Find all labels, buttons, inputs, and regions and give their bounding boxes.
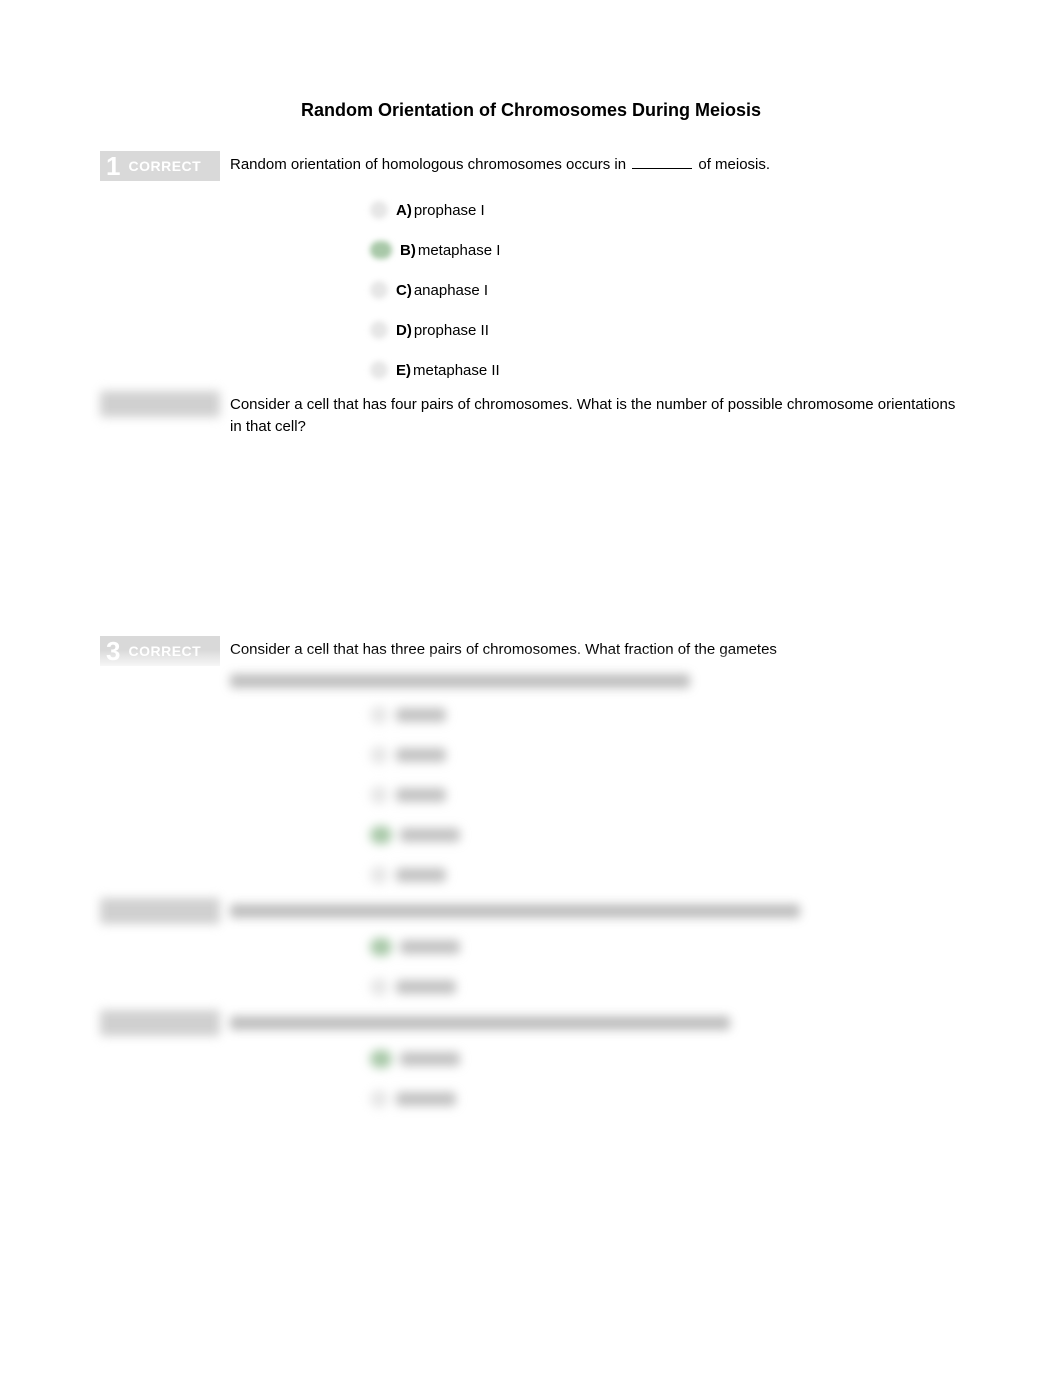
blank-fill [632, 168, 692, 169]
option-letter: E) [396, 362, 411, 379]
radio-icon [370, 201, 388, 219]
option-c[interactable]: C) anaphase I [370, 281, 962, 299]
question-text: Random orientation of homologous chromos… [230, 151, 770, 176]
status-badge-blurred [100, 898, 220, 924]
status-text: CORRECT [128, 643, 201, 659]
status-badge-blurred [100, 1010, 220, 1036]
radio-icon [370, 281, 388, 299]
question-4-blurred [100, 898, 962, 924]
blurred-option [370, 1050, 962, 1068]
q1-text-before: Random orientation of homologous chromos… [230, 156, 630, 173]
option-d[interactable]: D) prophase II [370, 321, 962, 339]
blurred-text-line [230, 674, 690, 688]
radio-icon-selected [370, 938, 392, 956]
radio-icon [370, 746, 388, 764]
q4-options-blurred [370, 938, 962, 996]
blurred-option [370, 786, 962, 804]
question-5-blurred [100, 1010, 962, 1036]
blurred-text-line [230, 1016, 730, 1030]
question-text: Consider a cell that has four pairs of c… [230, 391, 962, 438]
option-letter: D) [396, 322, 412, 339]
blurred-option [370, 746, 962, 764]
question-number: 3 [106, 638, 120, 664]
radio-icon-selected [370, 826, 392, 844]
radio-icon [370, 1090, 388, 1108]
option-letter: C) [396, 282, 412, 299]
q1-options: A) prophase I B) metaphase I C) anaphase… [370, 201, 962, 379]
radio-icon [370, 321, 388, 339]
radio-icon [370, 978, 388, 996]
option-text: prophase II [414, 322, 489, 339]
blurred-text [396, 1092, 456, 1106]
radio-icon-selected [370, 1050, 392, 1068]
status-badge-blurred [100, 391, 220, 417]
option-a[interactable]: A) prophase I [370, 201, 962, 219]
option-letter: A) [396, 202, 412, 219]
question-3: 3 CORRECT Consider a cell that has three… [100, 636, 962, 666]
blurred-text [396, 980, 456, 994]
question-1: 1 CORRECT Random orientation of homologo… [100, 151, 962, 181]
blurred-option [370, 706, 962, 724]
blurred-text [396, 788, 446, 802]
page-title: Random Orientation of Chromosomes During… [100, 100, 962, 121]
blurred-text-line [230, 904, 800, 918]
status-badge: 3 CORRECT [100, 636, 220, 666]
blurred-option [370, 978, 962, 996]
q1-text-after: of meiosis. [694, 156, 770, 173]
radio-icon [370, 866, 388, 884]
question-number: 1 [106, 153, 120, 179]
radio-icon [370, 786, 388, 804]
q3-options-blurred [370, 706, 962, 884]
blurred-option [370, 826, 962, 844]
blurred-option [370, 1090, 962, 1108]
q5-options-blurred [370, 1050, 962, 1108]
blurred-option [370, 938, 962, 956]
radio-icon [370, 706, 388, 724]
radio-icon [370, 361, 388, 379]
blurred-option [370, 866, 962, 884]
question-text: Consider a cell that has three pairs of … [230, 636, 777, 661]
option-text: anaphase I [414, 282, 488, 299]
question-2: Consider a cell that has four pairs of c… [100, 391, 962, 438]
option-text: metaphase II [413, 362, 500, 379]
blurred-text [396, 708, 446, 722]
status-text: CORRECT [128, 158, 201, 174]
blurred-text [400, 828, 460, 842]
option-letter: B) [400, 242, 416, 259]
blurred-text [400, 1052, 460, 1066]
radio-icon-selected [370, 241, 392, 259]
option-e[interactable]: E) metaphase II [370, 361, 962, 379]
blurred-text [396, 868, 446, 882]
option-text: metaphase I [418, 242, 501, 259]
blurred-text [396, 748, 446, 762]
status-badge: 1 CORRECT [100, 151, 220, 181]
option-b[interactable]: B) metaphase I [370, 241, 962, 259]
blurred-text [400, 940, 460, 954]
option-text: prophase I [414, 202, 485, 219]
